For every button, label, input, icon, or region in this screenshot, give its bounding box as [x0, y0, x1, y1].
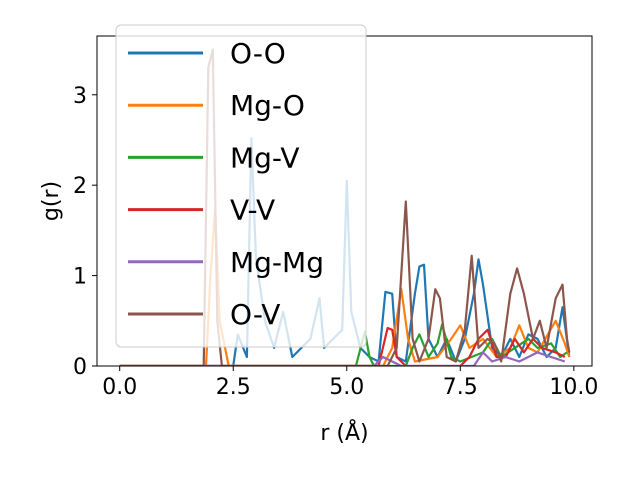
legend-label-mg-v: Mg-V [230, 141, 300, 174]
x-tick-label: 5.0 [329, 375, 364, 400]
legend-label-mg-o: Mg-O [230, 89, 305, 122]
x-axis-label: r (Å) [320, 419, 368, 446]
legend-label-o-o: O-O [230, 37, 286, 70]
series-line-o-v [119, 48, 571, 366]
legend-label-o-v: O-V [230, 298, 280, 331]
x-tick-label: 0.0 [102, 375, 137, 400]
y-tick-label: 1 [73, 265, 87, 290]
x-tick-label: 10.0 [549, 375, 598, 400]
series-line-mg-mg [119, 351, 566, 366]
y-axis: 0 1 2 3 [73, 84, 97, 380]
legend-label-mg-mg: Mg-Mg [230, 246, 324, 279]
series-line-v-v [119, 326, 566, 366]
legend-label-v-v: V-V [230, 194, 275, 227]
x-tick-label: 2.5 [216, 375, 251, 400]
x-axis: 0.0 2.5 5.0 7.5 10.0 [102, 366, 598, 400]
legend: O-O Mg-O Mg-V V-V Mg-Mg O-V [115, 24, 367, 348]
y-axis-label: g(r) [39, 181, 64, 221]
series-line-mg-v [119, 323, 568, 366]
y-tick-label: 2 [73, 174, 87, 199]
y-tick-label: 3 [73, 84, 87, 109]
x-tick-label: 7.5 [443, 375, 478, 400]
y-tick-label: 0 [73, 355, 87, 380]
